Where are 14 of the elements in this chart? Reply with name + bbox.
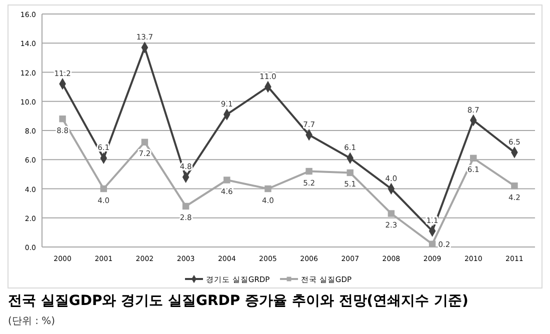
- point: [388, 210, 395, 217]
- text: (단위 : %): [8, 316, 56, 327]
- text: 전국 실질GDP와 경기도 실질GRDP 증가율 추이와 전망(연쇄지수 기준): [8, 293, 468, 309]
- point: [346, 169, 354, 176]
- point: [470, 154, 477, 162]
- point: [182, 202, 190, 210]
- point: [100, 185, 107, 192]
- point: [428, 240, 436, 248]
- point: [141, 138, 148, 146]
- point: [511, 182, 518, 190]
- point: [306, 168, 312, 175]
- point: [59, 115, 66, 122]
- point: [224, 176, 230, 184]
- point: [264, 185, 272, 192]
